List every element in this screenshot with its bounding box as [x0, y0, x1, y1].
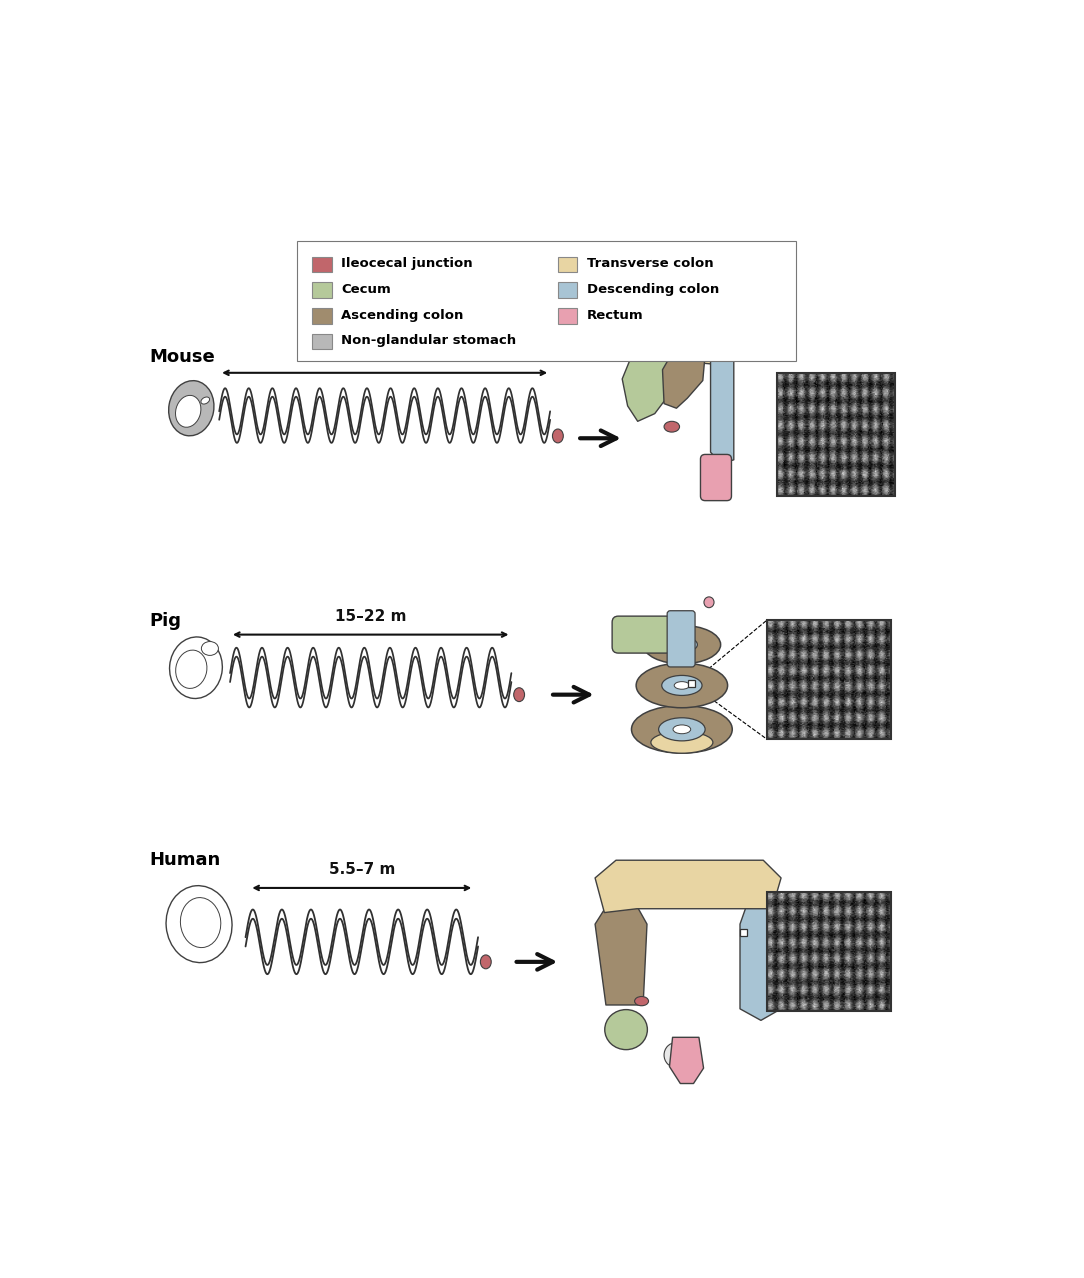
- Ellipse shape: [674, 681, 689, 689]
- Text: Ileocecal junction: Ileocecal junction: [340, 257, 473, 270]
- Bar: [312, 334, 332, 349]
- Ellipse shape: [667, 636, 697, 652]
- Text: Descending colon: Descending colon: [586, 282, 719, 295]
- Polygon shape: [662, 344, 705, 408]
- Text: 5.5–7 m: 5.5–7 m: [328, 863, 395, 877]
- Polygon shape: [670, 1038, 704, 1084]
- Polygon shape: [689, 339, 734, 366]
- Ellipse shape: [176, 651, 207, 689]
- FancyBboxPatch shape: [667, 611, 695, 667]
- Ellipse shape: [202, 642, 218, 656]
- Bar: [688, 680, 695, 688]
- Bar: [558, 308, 578, 323]
- Ellipse shape: [664, 422, 680, 432]
- Text: Pig: Pig: [150, 612, 181, 630]
- Polygon shape: [622, 339, 676, 422]
- FancyBboxPatch shape: [297, 242, 796, 362]
- Ellipse shape: [201, 397, 209, 404]
- Ellipse shape: [176, 395, 201, 427]
- Polygon shape: [740, 909, 783, 1020]
- Ellipse shape: [661, 675, 702, 695]
- Ellipse shape: [169, 636, 222, 699]
- Ellipse shape: [514, 688, 525, 702]
- Text: Mouse: Mouse: [150, 348, 216, 367]
- Ellipse shape: [643, 625, 721, 663]
- Polygon shape: [710, 339, 734, 464]
- Ellipse shape: [632, 705, 733, 753]
- Ellipse shape: [553, 429, 564, 443]
- Bar: [312, 282, 332, 298]
- Ellipse shape: [676, 642, 687, 648]
- Bar: [777, 373, 895, 496]
- Ellipse shape: [169, 381, 214, 436]
- Ellipse shape: [664, 1043, 687, 1067]
- Bar: [312, 308, 332, 323]
- Ellipse shape: [659, 718, 705, 741]
- Ellipse shape: [166, 886, 232, 962]
- Polygon shape: [595, 860, 782, 912]
- FancyBboxPatch shape: [700, 455, 732, 501]
- Ellipse shape: [650, 731, 713, 753]
- Text: 15–22 m: 15–22 m: [335, 608, 406, 624]
- Text: 50–55 cm: 50–55 cm: [345, 348, 425, 362]
- Text: Transverse colon: Transverse colon: [586, 257, 713, 270]
- Ellipse shape: [634, 997, 648, 1006]
- Bar: [558, 257, 578, 272]
- Ellipse shape: [605, 1010, 647, 1049]
- Bar: [767, 892, 891, 1011]
- Bar: [558, 282, 578, 298]
- FancyBboxPatch shape: [612, 616, 672, 653]
- Ellipse shape: [636, 663, 727, 708]
- Bar: [767, 620, 891, 740]
- Bar: [312, 257, 332, 272]
- Polygon shape: [595, 904, 647, 1005]
- Text: Ascending colon: Ascending colon: [340, 308, 463, 322]
- Ellipse shape: [180, 897, 221, 947]
- Ellipse shape: [673, 725, 691, 734]
- Text: Human: Human: [150, 851, 221, 869]
- Bar: [740, 929, 747, 935]
- Text: Rectum: Rectum: [586, 308, 643, 322]
- Ellipse shape: [704, 597, 714, 607]
- Text: Non-glandular stomach: Non-glandular stomach: [340, 335, 516, 348]
- Ellipse shape: [480, 955, 491, 969]
- Text: Cecum: Cecum: [340, 282, 390, 295]
